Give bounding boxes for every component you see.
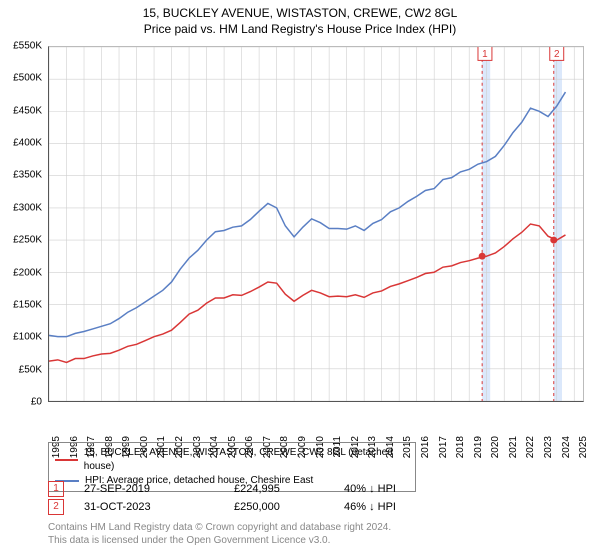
x-tick-label: 2020: [490, 436, 501, 458]
x-tick-label: 2016: [420, 436, 431, 458]
x-axis-labels: 1995199619971998199920002001200220032004…: [48, 404, 584, 442]
legend-label: 15, BUCKLEY AVENUE, WISTASTON, CREWE, CW…: [84, 446, 409, 474]
y-tick-label: £50K: [19, 364, 42, 375]
highlight-band: [482, 47, 490, 401]
x-tick-label: 2024: [561, 436, 572, 458]
y-axis-labels: £0£50K£100K£150K£200K£250K£300K£350K£400…: [0, 46, 46, 402]
y-tick-label: £200K: [13, 267, 42, 278]
marker-number-box: 1: [48, 481, 64, 497]
y-tick-label: £0: [31, 397, 42, 408]
svg-text:2: 2: [554, 49, 560, 60]
plot-area: 12: [48, 46, 584, 402]
chart-svg: 12: [49, 47, 583, 401]
x-tick-label: 2018: [455, 436, 466, 458]
y-tick-label: £150K: [13, 299, 42, 310]
y-tick-label: £250K: [13, 235, 42, 246]
y-tick-label: £300K: [13, 202, 42, 213]
price-point-dot: [550, 237, 557, 244]
price-point-dot: [479, 253, 486, 260]
y-tick-label: £350K: [13, 170, 42, 181]
y-tick-label: £100K: [13, 332, 42, 343]
marker-price: £250,000: [234, 501, 344, 513]
marker-date: 27-SEP-2019: [84, 483, 234, 495]
marker-date: 31-OCT-2023: [84, 501, 234, 513]
chart-container: 15, BUCKLEY AVENUE, WISTASTON, CREWE, CW…: [0, 0, 600, 560]
legend-row: 15, BUCKLEY AVENUE, WISTASTON, CREWE, CW…: [55, 446, 409, 474]
y-tick-label: £450K: [13, 105, 42, 116]
marker-number-box: 2: [48, 499, 64, 515]
y-tick-label: £550K: [13, 41, 42, 52]
x-tick-label: 2023: [543, 436, 554, 458]
y-tick-label: £500K: [13, 73, 42, 84]
x-tick-label: 2019: [473, 436, 484, 458]
flag-box: 2: [550, 47, 564, 60]
x-tick-label: 2017: [438, 436, 449, 458]
x-tick-label: 2022: [525, 436, 536, 458]
marker-row: 1 27-SEP-2019£224,99540% ↓ HPI: [48, 480, 584, 498]
x-tick-label: 2025: [578, 436, 589, 458]
x-tick-label: 2021: [508, 436, 519, 458]
marker-row: 2 31-OCT-2023£250,00046% ↓ HPI: [48, 498, 584, 516]
marker-price: £224,995: [234, 483, 344, 495]
marker-pct: 40% ↓ HPI: [344, 483, 434, 495]
legend-swatch: [55, 459, 78, 461]
titles: 15, BUCKLEY AVENUE, WISTASTON, CREWE, CW…: [0, 0, 600, 37]
marker-pct: 46% ↓ HPI: [344, 501, 434, 513]
svg-text:1: 1: [482, 49, 488, 60]
title-sub: Price paid vs. HM Land Registry's House …: [0, 22, 600, 38]
y-tick-label: £400K: [13, 138, 42, 149]
marker-table: 1 27-SEP-2019£224,99540% ↓ HPI 2 31-OCT-202…: [48, 480, 584, 516]
footer-line-2: This data is licensed under the Open Gov…: [48, 535, 391, 548]
footer-line-1: Contains HM Land Registry data © Crown c…: [48, 522, 391, 535]
footer: Contains HM Land Registry data © Crown c…: [48, 522, 391, 547]
flag-box: 1: [478, 47, 492, 60]
title-main: 15, BUCKLEY AVENUE, WISTASTON, CREWE, CW…: [0, 6, 600, 22]
